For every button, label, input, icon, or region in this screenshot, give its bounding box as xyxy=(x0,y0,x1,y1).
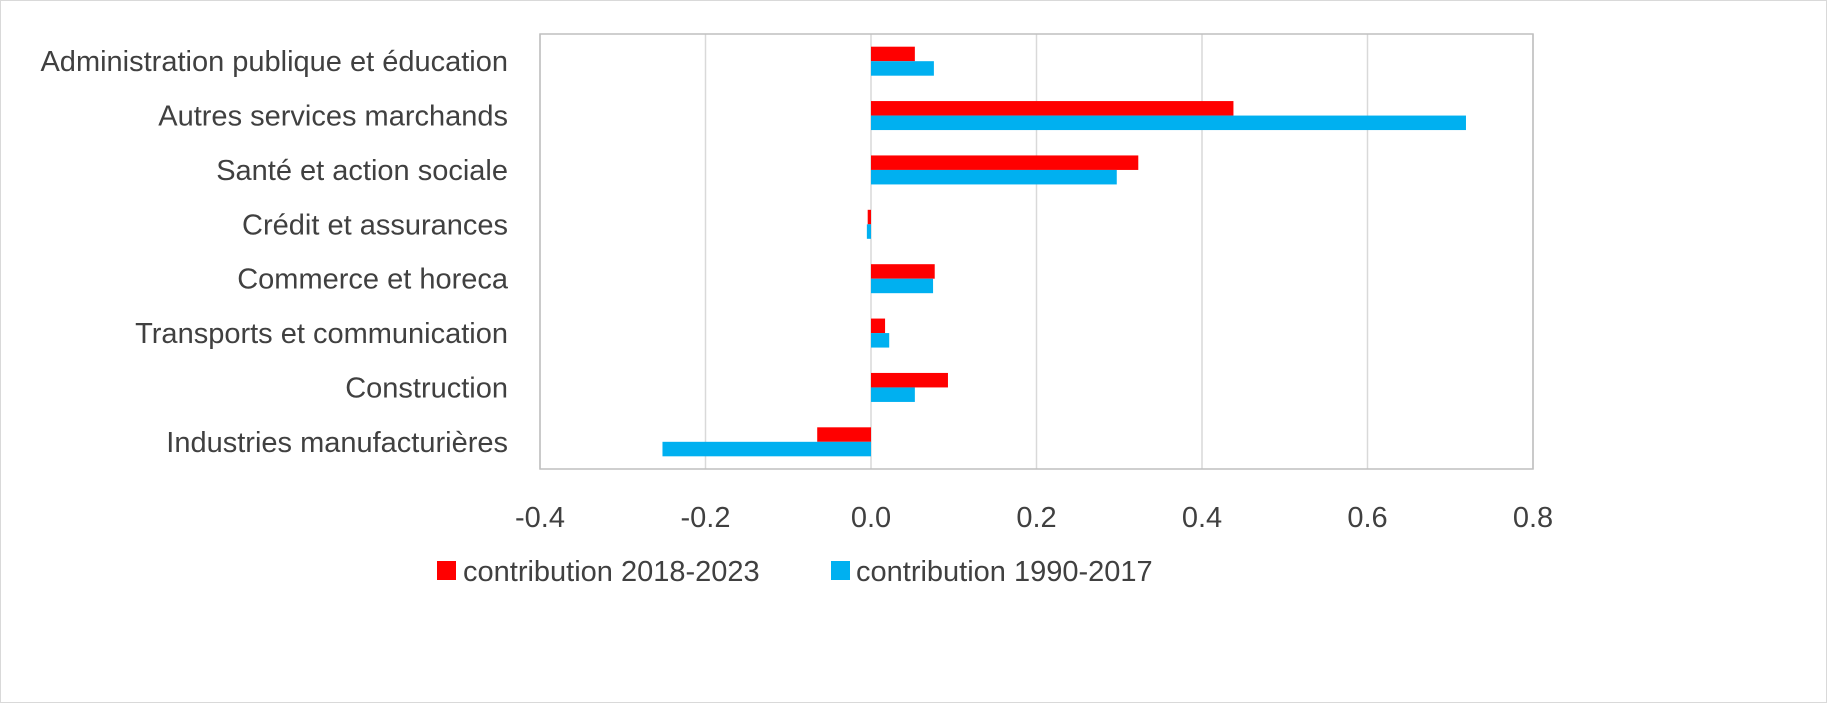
x-tick-label: 0.0 xyxy=(851,502,891,534)
gridlines xyxy=(539,34,1534,469)
legend: contribution 2018-2023 contribution 1990-… xyxy=(437,556,1153,588)
bar-series-1 xyxy=(871,318,886,334)
category-labels: Administration publique et éducation Autr… xyxy=(40,46,508,459)
bar-series-1 xyxy=(871,155,1139,170)
x-tick-label: 0.8 xyxy=(1513,502,1553,534)
bar-series-1 xyxy=(867,209,871,225)
bars xyxy=(662,46,1466,457)
category-label: Construction xyxy=(345,372,508,404)
x-tick-label: 0.4 xyxy=(1182,502,1222,534)
legend-swatch xyxy=(831,561,850,580)
x-tick-label: -0.4 xyxy=(515,502,565,534)
category-label: Santé et action sociale xyxy=(216,155,508,187)
bar-series-1 xyxy=(871,264,935,279)
category-label: Administration publique et éducation xyxy=(40,46,508,78)
plot-area-frame xyxy=(539,33,1534,470)
category-label: Commerce et horeca xyxy=(237,264,509,296)
x-tick-label: 0.2 xyxy=(1016,502,1056,534)
bar-series-1 xyxy=(817,427,871,442)
legend-swatch xyxy=(437,561,456,580)
legend-label: contribution 1990-2017 xyxy=(856,556,1153,588)
bar-series-2 xyxy=(871,115,1466,131)
category-label: Transports et communication xyxy=(135,318,508,350)
bar-series-2 xyxy=(871,278,934,294)
x-tick-label: 0.6 xyxy=(1347,502,1387,534)
bar-series-2 xyxy=(871,387,915,402)
category-label: Crédit et assurances xyxy=(242,209,508,241)
x-axis-tick-labels: -0.4 -0.2 0.0 0.2 0.4 0.6 0.8 xyxy=(515,502,1553,534)
bar-series-2 xyxy=(866,224,871,239)
bar-series-2 xyxy=(871,61,934,76)
bar-series-2 xyxy=(871,333,890,348)
legend-label: contribution 2018-2023 xyxy=(463,556,760,588)
bar-series-2 xyxy=(871,169,1117,185)
bar-series-2 xyxy=(662,441,871,457)
bar-series-1 xyxy=(871,46,915,62)
category-label: Autres services marchands xyxy=(158,101,508,133)
category-label: Industries manufacturières xyxy=(166,427,508,459)
bar-series-1 xyxy=(871,372,948,388)
x-tick-label: -0.2 xyxy=(681,502,731,534)
bar-series-1 xyxy=(871,101,1234,116)
